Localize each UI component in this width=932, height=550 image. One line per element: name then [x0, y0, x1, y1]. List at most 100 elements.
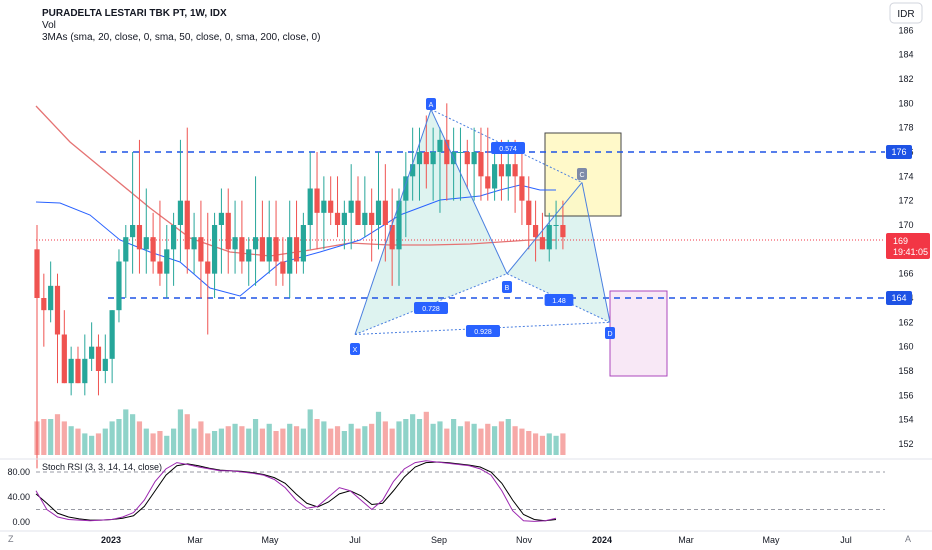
- ratio-badge: [466, 325, 500, 337]
- volume-bars: [34, 409, 566, 455]
- volume-bar: [546, 433, 552, 455]
- candle-body: [218, 212, 225, 225]
- time-tick: Mar: [187, 535, 203, 545]
- level-price-badge: [886, 291, 912, 305]
- candle-body: [41, 298, 47, 311]
- level-price-label: 164: [891, 293, 906, 303]
- candle-body: [136, 225, 143, 250]
- pattern-point-b: B: [505, 285, 510, 292]
- xab-triangle: [355, 109, 507, 335]
- pattern-point-badge: [350, 343, 360, 355]
- candle-body: [328, 200, 334, 213]
- ratio-badge: [491, 142, 525, 154]
- price-tick: 172: [898, 196, 913, 206]
- pattern-ratio-line: [354, 321, 611, 335]
- ratio-label: 0.574: [499, 146, 517, 153]
- volume-bar: [123, 409, 129, 455]
- bcd-triangle: [507, 182, 610, 323]
- volume-bar: [287, 423, 293, 455]
- candle-body: [157, 261, 163, 274]
- time-tick: Mar: [678, 535, 694, 545]
- volume-bar: [423, 411, 429, 455]
- stop-zone-box[interactable]: [609, 290, 668, 377]
- price-tick: 158: [898, 366, 913, 376]
- candle-body: [334, 212, 341, 225]
- stoch-tick: 80.00: [7, 467, 30, 477]
- volume-bar: [116, 419, 122, 455]
- harmonic-pattern-lines[interactable]: 0.574 0.728 1.48 0.928 X A B C D: [350, 98, 615, 355]
- ma20-line: [35, 184, 556, 297]
- volume-bar: [184, 414, 190, 455]
- candle-body: [191, 237, 197, 250]
- candle-body: [423, 152, 429, 165]
- candle-body: [355, 200, 361, 225]
- ratio-badge: [544, 294, 574, 306]
- candle-body: [492, 164, 498, 189]
- volume-bar: [512, 426, 518, 455]
- time-tick: Jul: [349, 535, 361, 545]
- volume-bar: [252, 419, 259, 455]
- volume-bar: [61, 421, 67, 455]
- candle-body: [369, 212, 375, 225]
- volume-bar: [519, 428, 525, 455]
- volume-bar: [164, 435, 170, 455]
- candle-body: [123, 237, 129, 262]
- pattern-leg: [430, 109, 508, 274]
- volume-bar: [505, 419, 511, 455]
- volume-bar: [41, 419, 47, 455]
- volume-bar: [102, 428, 108, 455]
- volume-bar: [171, 428, 177, 455]
- candle-body: [225, 212, 231, 250]
- volume-bar: [389, 428, 395, 455]
- currency-label: IDR: [897, 9, 914, 20]
- auto-scale-icon[interactable]: A: [905, 534, 911, 544]
- volume-bar: [259, 428, 265, 455]
- candle-body: [184, 200, 190, 250]
- stoch-legend: Stoch RSI (3, 3, 14, 14, close): [42, 462, 162, 472]
- volume-bar: [68, 426, 74, 455]
- volume-bar: [82, 433, 88, 455]
- volume-bar: [553, 435, 559, 455]
- volume-bar: [205, 433, 211, 455]
- volume-bar: [143, 428, 149, 455]
- volume-bar: [198, 421, 204, 455]
- price-tick: 160: [898, 342, 913, 352]
- candle-body: [430, 152, 436, 165]
- volume-bar: [471, 423, 477, 455]
- stoch-d-line: [35, 461, 557, 522]
- timezone-icon[interactable]: Z: [8, 534, 14, 544]
- candle-body: [109, 310, 115, 359]
- price-tick: 166: [898, 269, 913, 279]
- last-price-value: 169: [893, 236, 908, 246]
- time-axis[interactable]: 2023 Mar May Jul Sep Nov 2024 Mar May Jul: [101, 535, 852, 545]
- volume-bar: [89, 435, 95, 455]
- candle-body: [539, 237, 546, 250]
- bar-countdown: 19:41:05: [893, 247, 928, 257]
- price-axis[interactable]: 1521541561581601621641661681701721741761…: [886, 25, 930, 449]
- volume-bar: [150, 433, 156, 455]
- ratio-label: 0.928: [474, 329, 492, 336]
- stoch-k-line: [35, 460, 557, 522]
- volume-bar: [478, 428, 484, 455]
- ratio-label: 0.728: [422, 306, 440, 313]
- candle-body: [75, 358, 81, 384]
- candle-body: [198, 237, 204, 262]
- volume-bar: [321, 421, 327, 455]
- candle-body: [437, 139, 443, 152]
- candle-body: [464, 152, 470, 165]
- level-price-label: 176: [891, 147, 906, 157]
- currency-button[interactable]: [889, 2, 923, 24]
- volume-bar: [526, 431, 532, 455]
- time-tick: 2023: [101, 535, 121, 545]
- pattern-point-c: C: [579, 172, 584, 179]
- volume-bar: [464, 421, 470, 455]
- price-tick: 152: [898, 439, 913, 449]
- ma50-line: [35, 105, 556, 257]
- volume-bar: [177, 409, 184, 455]
- candle-body: [416, 152, 423, 165]
- volume-bar: [54, 414, 61, 455]
- price-tick: 178: [898, 123, 913, 133]
- candle-body: [314, 188, 320, 213]
- volume-bar: [451, 419, 457, 455]
